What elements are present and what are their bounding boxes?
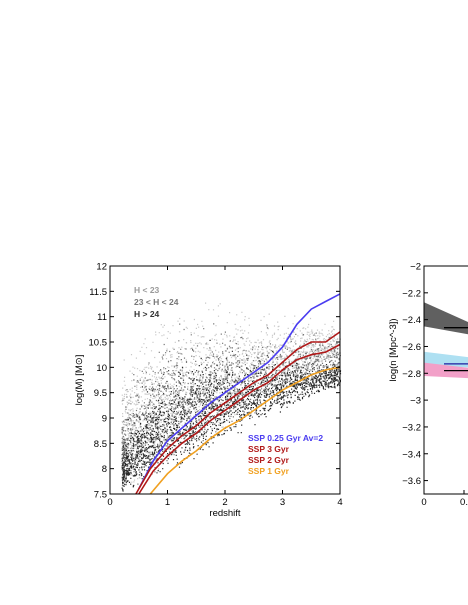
density-bands-layer: [424, 302, 468, 379]
ssp-line-1: [135, 331, 341, 495]
x-tick-label: 2: [222, 497, 227, 508]
y-tick-label: 7.5: [94, 490, 107, 501]
number-density-plot: −2 −2.2 −2.4 −2.6 −2.8 −3 −3.2 −3.4 −3.60 0. log(…: [388, 262, 468, 509]
y-tick-label-right: −2: [410, 262, 421, 273]
magnitude-legend: H < 23 23 < H < 24 H > 24: [134, 285, 179, 319]
y-tick-label-right: −3.4: [402, 449, 421, 460]
y-tick-label-right: −3.6: [402, 476, 421, 487]
y-tick-label-right: −3: [410, 396, 421, 407]
legend-entry-h-gt-24: H > 24: [134, 309, 160, 319]
y-axis-label-right: log(n [Mpc^-3]): [388, 318, 399, 381]
y-tick-label: 8.5: [94, 439, 107, 450]
y-tick-label-right: −2.8: [402, 369, 421, 380]
scatter-series-1: [121, 323, 341, 492]
legend-entry-ssp-3: SSP 3 Gyr: [248, 444, 290, 454]
ssp-line-2: [138, 343, 341, 495]
y-axis-label: log(M) [M⊙]: [74, 355, 85, 406]
y-tick-label-right: −2.4: [402, 315, 421, 326]
density-band-0: [424, 302, 468, 335]
legend-entry-ssp-2: SSP 2 Gyr: [248, 455, 290, 465]
y-tick-label: 8: [102, 464, 107, 475]
y-tick-label: 11: [97, 312, 107, 323]
legend-entry-ssp-1: SSP 1 Gyr: [248, 466, 290, 476]
legend-entry-h-23-24: 23 < H < 24: [134, 297, 179, 307]
y-tick-label: 12: [96, 262, 107, 273]
axis-ticks: [109, 265, 341, 495]
tick-labels-right: −2 −2.2 −2.4 −2.6 −2.8 −3 −3.2 −3.4 −3.60 0.: [402, 262, 468, 509]
x-axis-label: redshift: [209, 508, 241, 519]
x-tick-label: 1: [165, 497, 170, 508]
plot-frame-right: [423, 265, 468, 495]
legend-entry-ssp-025: SSP 0.25 Gyr Av=2: [248, 433, 323, 443]
ssp-line-0: [138, 293, 341, 490]
x-tick-label: 3: [280, 497, 285, 508]
ssp-line-3: [149, 366, 341, 495]
legend-entry-h-lt-23: H < 23: [134, 285, 160, 295]
density-lines-layer: [444, 327, 468, 372]
ssp-legend: SSP 0.25 Gyr Av=2 SSP 3 Gyr SSP 2 Gyr SS…: [248, 433, 323, 476]
axis-ticks-right: [423, 265, 465, 494]
y-tick-label: 9.5: [94, 388, 107, 399]
y-tick-label: 11.5: [89, 287, 107, 298]
x-tick-label-right: 0: [421, 497, 426, 508]
y-tick-label-right: −2.6: [402, 342, 421, 353]
y-tick-label-right: −2.2: [402, 288, 421, 299]
x-tick-label: 4: [337, 497, 342, 508]
y-tick-label: 10.5: [89, 338, 108, 349]
x-tick-label-right: 0.: [460, 497, 468, 508]
x-tick-label: 0: [107, 497, 112, 508]
y-tick-label: 10: [96, 363, 107, 374]
ssp-lines-layer: [135, 293, 341, 495]
y-tick-label: 9: [102, 414, 107, 425]
y-tick-label-right: −3.2: [402, 422, 421, 433]
scatter-points-layer: [121, 302, 342, 492]
